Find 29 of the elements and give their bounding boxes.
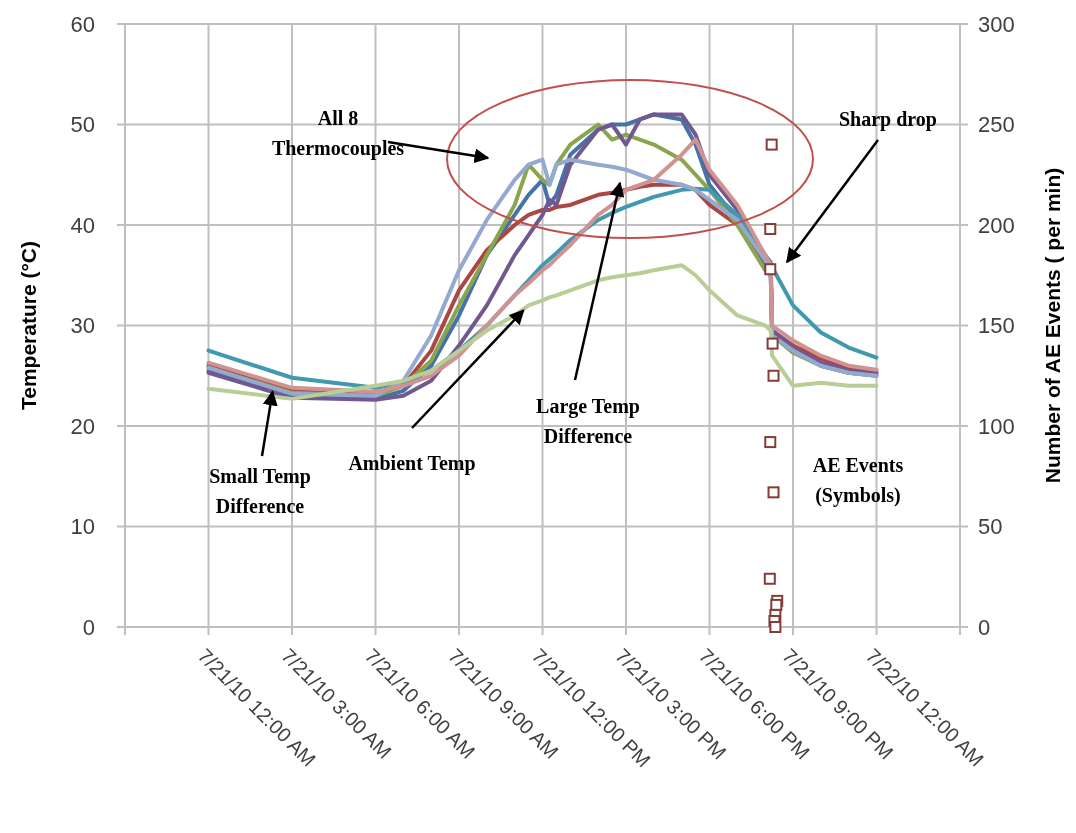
- point: [767, 369, 780, 382]
- y-tick-label: 30: [70, 313, 95, 339]
- y2-tick-label: 150: [978, 313, 1015, 339]
- y-tick-label: 60: [70, 11, 95, 37]
- y2-tick-label: 250: [978, 112, 1015, 138]
- y-tick-label: 40: [70, 212, 95, 238]
- point: [764, 263, 777, 276]
- point: [765, 138, 778, 151]
- y2-tick-label: 100: [978, 413, 1015, 439]
- annotation: Large Temp Difference: [536, 395, 640, 447]
- y-tick-label: 0: [82, 614, 95, 640]
- y-tick-label: 10: [70, 514, 95, 540]
- annotation: All 8 Thermocouples: [271, 107, 405, 160]
- y-axis-title: Temperature (°C): [17, 240, 40, 411]
- annotation: Small Temp Difference: [209, 465, 311, 517]
- point: [767, 486, 780, 499]
- y2-tick-label: 0: [978, 614, 991, 640]
- y-tick-label: 20: [70, 413, 95, 439]
- y2-tick-label: 300: [978, 11, 1015, 37]
- point: [764, 223, 777, 236]
- point: [766, 337, 779, 350]
- y-tick-label: 50: [70, 112, 95, 138]
- annotation: Sharp drop: [838, 108, 938, 131]
- y2-tick-label: 200: [978, 212, 1015, 238]
- point: [769, 621, 782, 633]
- y2-axis-title: Number of AE Events ( per min): [1041, 167, 1064, 484]
- y2-tick-label: 50: [978, 514, 1003, 540]
- annotation: AE Events (Symbols): [812, 454, 904, 507]
- annotation: Ambient Temp: [348, 452, 476, 475]
